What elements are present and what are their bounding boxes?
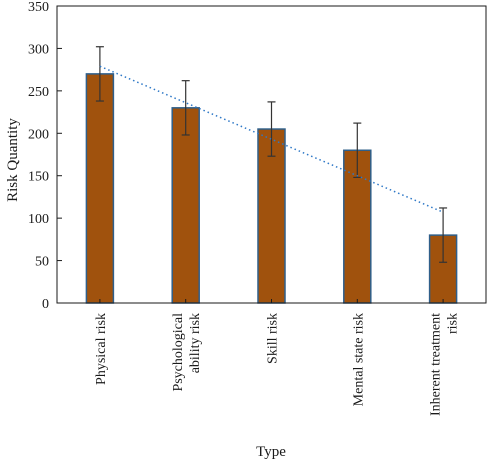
y-axis: 0 50 100 150 200 250 300 350 <box>28 0 62 312</box>
x-axis-title: Type <box>256 444 286 460</box>
error-bar <box>95 46 104 102</box>
y-tick-label: 250 <box>28 85 49 100</box>
x-tick-label: Physical risk <box>94 313 109 385</box>
x-tick-label: Skill risk <box>266 313 281 364</box>
y-axis-title: Risk Quantity <box>5 118 21 202</box>
x-tick-label: ability risk <box>188 313 203 373</box>
bar <box>85 73 115 304</box>
trendline <box>99 65 444 213</box>
y-tick-label: 200 <box>28 127 49 142</box>
error-bar <box>353 122 362 179</box>
x-tick-label: Mental state risk <box>351 313 366 406</box>
y-tick-label: 300 <box>28 42 49 57</box>
error-bars <box>95 46 448 263</box>
x-tick-label: risk <box>446 313 461 334</box>
x-tick-label: Inherent treatment <box>429 313 444 416</box>
x-tick-labels: Physical risk Psychological ability risk Sk… <box>94 299 461 416</box>
x-tick-label: Psychological <box>171 313 186 392</box>
y-tick-label: 0 <box>42 297 49 312</box>
y-tick-label: 100 <box>28 212 49 227</box>
bar <box>343 149 372 304</box>
error-bar <box>181 80 190 136</box>
error-bar <box>267 101 276 157</box>
bar <box>257 128 286 304</box>
error-bar <box>439 207 448 263</box>
bars <box>85 73 458 304</box>
bar <box>428 234 458 304</box>
y-tick-label: 350 <box>28 0 49 15</box>
y-tick-label: 150 <box>28 170 49 185</box>
bar <box>171 107 200 304</box>
y-tick-label: 50 <box>35 255 49 270</box>
